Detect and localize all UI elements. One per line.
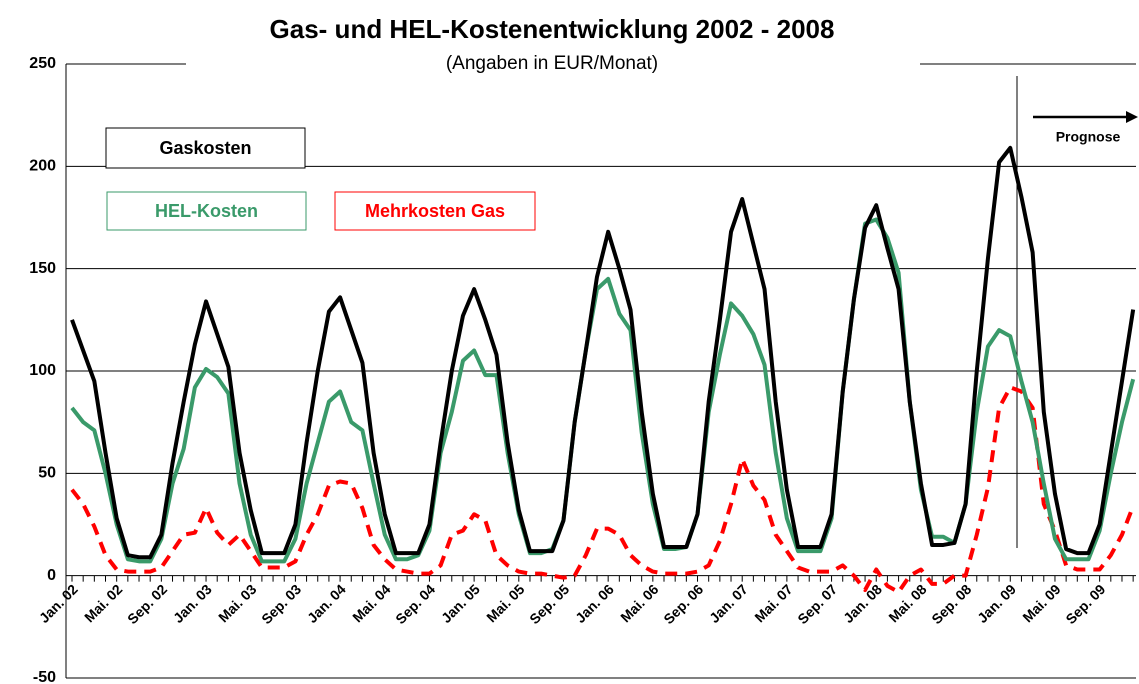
x-tick-label: Mai. 09 [1019, 581, 1063, 625]
x-tick-label: Jan. 07 [706, 581, 751, 626]
legend-box [106, 191, 307, 231]
y-tick-label: 200 [29, 158, 56, 175]
y-tick-label: 250 [29, 55, 56, 72]
x-tick-label: Jan. 02 [36, 581, 81, 626]
x-tick-label: Sep. 09 [1062, 581, 1108, 627]
x-tick-label: Sep. 08 [928, 581, 974, 627]
x-tick-label: Mai. 04 [349, 581, 393, 625]
x-tick-label: Jan. 08 [840, 581, 885, 626]
y-tick-label: -50 [33, 669, 56, 684]
legend-label: Mehrkosten Gas [365, 201, 505, 221]
chart-subtitle: (Angaben in EUR/Monat) [446, 53, 658, 74]
series-line [70, 145, 1136, 560]
legend-label: HEL-Kosten [155, 201, 258, 221]
y-tick-label: 150 [29, 260, 56, 277]
chart-title: Gas- und HEL-Kostenentwicklung 2002 - 20… [270, 14, 835, 44]
x-tick-label: Jan. 06 [572, 581, 617, 626]
legend-label: Gaskosten [159, 138, 251, 158]
x-tick-label: Mai. 07 [751, 581, 795, 625]
x-tick-label: Mai. 05 [483, 581, 527, 625]
x-tick-label: Mai. 06 [617, 581, 661, 625]
x-tick-label: Sep. 06 [660, 581, 706, 627]
x-tick-label: Jan. 04 [304, 581, 349, 626]
x-tick-label: Sep. 03 [258, 581, 304, 627]
title-background [186, 0, 920, 80]
x-tick-label: Sep. 07 [794, 581, 840, 627]
arrow-head [1126, 111, 1138, 123]
x-tick-label: Jan. 03 [170, 581, 215, 626]
legend-box [105, 127, 306, 169]
x-tick-label: Jan. 05 [438, 581, 483, 626]
x-tick-label: Sep. 02 [124, 581, 170, 627]
series-line [70, 385, 1136, 595]
x-tick-label: Sep. 05 [526, 581, 572, 627]
y-tick-label: 50 [38, 465, 56, 482]
annotation: Prognose [1056, 129, 1121, 145]
x-tick-label: Sep. 04 [392, 581, 438, 627]
y-tick-label: 100 [29, 362, 56, 379]
x-tick-label: Mai. 03 [215, 581, 259, 625]
y-tick-label: 0 [47, 567, 56, 584]
x-tick-label: Jan. 09 [974, 581, 1019, 626]
x-tick-label: Mai. 02 [81, 581, 125, 625]
legend-box [334, 191, 536, 231]
